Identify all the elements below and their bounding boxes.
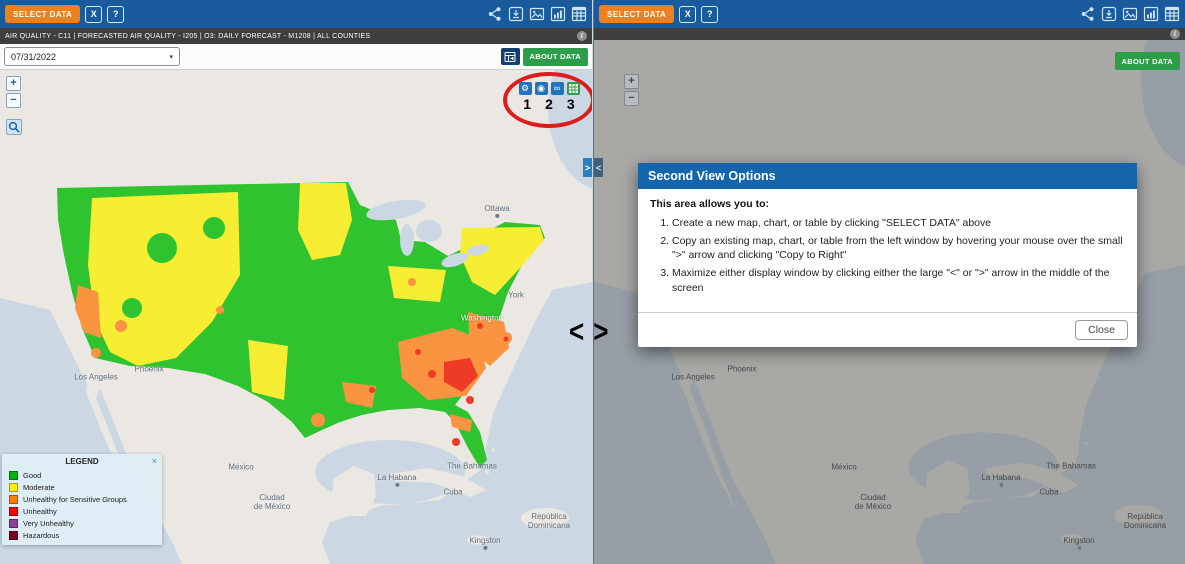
legend-item: Moderate <box>2 481 162 493</box>
legend: LEGEND × Good Moderate Unhealthy for Se <box>2 454 162 545</box>
copy-to-right-arrow[interactable]: > <box>583 158 592 177</box>
legend-title: LEGEND <box>65 457 99 466</box>
table-grid-icon[interactable] <box>566 82 580 95</box>
dialog-instruction-item: Copy an existing map, chart, or table fr… <box>672 234 1125 263</box>
legend-item: Good <box>2 469 162 481</box>
select-data-button[interactable]: SELECT DATA <box>5 5 81 23</box>
legend-item: Unhealthy for Sensitive Groups <box>2 493 162 505</box>
legend-item: Very Unhealthy <box>2 517 162 529</box>
about-data-button[interactable]: ABOUT DATA <box>522 47 588 66</box>
dialog-body: This area allows you to: Create a new ma… <box>638 189 1137 300</box>
date-dropdown[interactable]: 07/31/2022 ▾ <box>4 47 180 66</box>
legend-swatch <box>9 494 18 504</box>
zoom-out-button[interactable]: − <box>624 91 639 106</box>
legend-swatch <box>9 530 18 540</box>
legend-label: Unhealthy for Sensitive Groups <box>23 494 127 504</box>
dialog-instructions: Create a new map, chart, or table by cli… <box>650 216 1125 295</box>
zoom-in-button[interactable]: + <box>624 74 639 89</box>
left-toolbar: SELECT DATA X ? <box>0 0 592 28</box>
left-map[interactable]: Ottawa York Washington Los Angeles Phoenix Mé… <box>0 70 592 564</box>
dialog-title: Second View Options <box>638 163 1137 189</box>
basemap-options-icon[interactable]: ◉ <box>534 82 548 95</box>
zoom-controls: + − <box>624 74 639 106</box>
left-subheader: 07/31/2022 ▾ ABOUT DATA <box>0 44 592 70</box>
maximize-left-arrow[interactable]: < <box>569 313 585 349</box>
close-button[interactable]: X <box>85 5 103 23</box>
legend-title-row: LEGEND × <box>2 456 162 466</box>
settings-gear-icon[interactable]: ⚙ <box>518 82 532 95</box>
download-icon[interactable] <box>508 6 524 22</box>
table-view-icon[interactable] <box>571 6 587 22</box>
help-button[interactable]: ? <box>701 5 719 23</box>
dialog-instruction-item: Create a new map, chart, or table by cli… <box>672 216 1125 231</box>
share-icon[interactable] <box>487 6 503 22</box>
chart-view-icon[interactable] <box>1143 6 1159 22</box>
legend-label: Good <box>23 470 42 480</box>
download-icon[interactable] <box>1101 6 1117 22</box>
dialog-close-button[interactable]: Close <box>1075 320 1128 341</box>
copy-to-left-arrow[interactable]: < <box>594 158 603 177</box>
breadcrumb: AIR QUALITY - C11 | FORECASTED AIR QUALI… <box>5 32 371 40</box>
link-icon[interactable]: ∞ <box>550 82 564 95</box>
select-data-button[interactable]: SELECT DATA <box>599 5 675 23</box>
dialog-intro: This area allows you to: <box>650 198 770 210</box>
second-view-options-dialog: Second View Options This area allows you… <box>638 163 1137 348</box>
legend-swatch <box>9 470 18 480</box>
zoom-controls: + − <box>6 76 22 135</box>
legend-swatch <box>9 506 18 516</box>
image-export-icon[interactable] <box>529 6 545 22</box>
share-icon[interactable] <box>1080 6 1096 22</box>
info-icon[interactable]: i <box>1170 29 1180 39</box>
right-panel: SELECT DATA X ? i Los Angeles Phoenix Méxi… <box>593 0 1185 564</box>
about-data-button[interactable]: ABOUT DATA <box>1114 52 1180 70</box>
dialog-footer: Close <box>638 312 1137 347</box>
table-switch-icon[interactable] <box>500 48 520 65</box>
left-panel: SELECT DATA X ? AIR QUALITY - C11 | FORE… <box>0 0 592 564</box>
legend-item: Unhealthy <box>2 505 162 517</box>
legend-swatch <box>9 518 18 528</box>
info-icon[interactable]: i <box>577 31 587 41</box>
legend-close-icon[interactable]: × <box>151 456 157 466</box>
image-export-icon[interactable] <box>1122 6 1138 22</box>
date-value: 07/31/2022 <box>11 51 57 62</box>
right-toolbar: SELECT DATA X ? <box>594 0 1185 28</box>
legend-swatch <box>9 482 18 492</box>
breadcrumb-bar: AIR QUALITY - C11 | FORECASTED AIR QUALI… <box>0 28 592 44</box>
legend-items: Good Moderate Unhealthy for Sensitive Gr… <box>2 469 162 541</box>
legend-label: Hazardous <box>23 530 60 540</box>
maximize-right-arrow[interactable]: > <box>593 313 609 349</box>
table-view-icon[interactable] <box>1164 6 1180 22</box>
legend-label: Moderate <box>23 482 55 492</box>
toolbar-icon-group <box>1080 6 1180 22</box>
zoom-box-icon[interactable] <box>6 119 22 135</box>
chevron-down-icon: ▾ <box>169 53 173 61</box>
maximize-arrows: < > <box>569 313 609 349</box>
zoom-in-button[interactable]: + <box>6 76 21 91</box>
close-button[interactable]: X <box>679 5 697 23</box>
legend-label: Unhealthy <box>23 506 57 516</box>
chart-view-icon[interactable] <box>550 6 566 22</box>
toolbar-icon-group <box>487 6 587 22</box>
breadcrumb-bar: i <box>594 28 1185 40</box>
legend-label: Very Unhealthy <box>23 518 74 528</box>
map-tool-icons: ⚙ ◉ ∞ <box>518 82 580 95</box>
dialog-instruction-item: Maximize either display window by clicki… <box>672 266 1125 295</box>
zoom-out-button[interactable]: − <box>6 93 21 108</box>
help-button[interactable]: ? <box>107 5 125 23</box>
legend-item: Hazardous <box>2 529 162 541</box>
